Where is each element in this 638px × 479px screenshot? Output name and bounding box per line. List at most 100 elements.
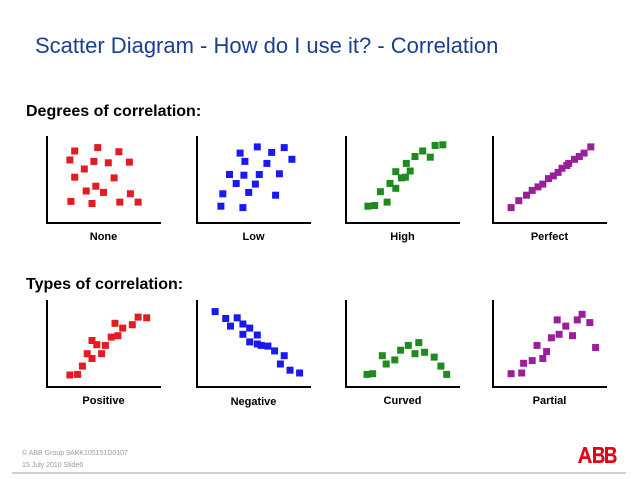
scatter-point xyxy=(363,370,371,378)
scatter-point xyxy=(125,158,133,166)
panel-label: Perfect xyxy=(530,231,569,243)
scatter-point xyxy=(369,370,377,378)
scatter-point xyxy=(226,171,233,178)
scatter-point xyxy=(275,170,283,178)
scatter-plot-curved xyxy=(345,300,460,388)
scatter-point xyxy=(586,319,594,327)
scatter-point xyxy=(263,159,271,167)
scatter-point xyxy=(241,157,249,165)
scatter-point xyxy=(528,357,536,365)
scatter-point xyxy=(253,331,261,339)
scatter-point xyxy=(271,347,279,355)
scatter-point xyxy=(296,369,304,377)
scatter-point xyxy=(239,204,247,212)
scatter-point xyxy=(382,360,390,368)
scatter-panel-partial: Partial xyxy=(492,300,607,407)
axis-lines xyxy=(46,136,161,224)
scatter-point xyxy=(563,162,571,169)
scatter-point xyxy=(534,183,542,191)
scatter-point xyxy=(100,188,107,196)
panel-label: None xyxy=(89,231,118,243)
abb-logo-icon xyxy=(578,447,617,463)
scatter-point xyxy=(520,359,528,367)
scatter-point xyxy=(111,319,119,327)
scatter-point xyxy=(515,197,523,205)
scatter-point xyxy=(80,165,88,173)
scatter-point xyxy=(227,322,234,330)
scatter-point xyxy=(236,149,244,157)
scatter-point xyxy=(398,174,405,182)
scatter-point xyxy=(562,322,570,330)
scatter-point xyxy=(126,190,134,198)
footer-date: 15 July 2010 Slide6 xyxy=(22,462,84,469)
axis-lines xyxy=(492,300,607,388)
scatter-point xyxy=(392,168,400,176)
scatter-point xyxy=(426,153,434,161)
scatter-point xyxy=(134,198,142,206)
scatter-point xyxy=(119,324,127,332)
scatter-point xyxy=(371,202,379,209)
scatter-point xyxy=(378,352,386,360)
scatter-point xyxy=(392,184,400,192)
scatter-plot-negative xyxy=(196,300,311,388)
axis-lines xyxy=(196,300,311,388)
degrees-heading: Degrees of correlation: xyxy=(26,103,202,120)
scatter-point xyxy=(411,153,419,160)
scatter-point xyxy=(240,171,248,179)
scatter-point xyxy=(245,188,253,196)
scatter-point xyxy=(404,341,412,349)
scatter-point xyxy=(578,310,586,318)
scatter-point xyxy=(239,330,247,338)
scatter-point xyxy=(419,147,427,155)
scatter-point xyxy=(415,339,423,347)
scatter-point xyxy=(66,371,74,379)
scatter-point xyxy=(246,338,254,346)
scatter-point xyxy=(128,321,136,329)
panel-label: Partial xyxy=(532,395,567,407)
scatter-point xyxy=(545,175,552,183)
scatter-point xyxy=(554,168,562,176)
scatter-panel-low: Low xyxy=(196,136,311,243)
scatter-point xyxy=(217,202,225,210)
panel-label: High xyxy=(390,231,415,243)
scatter-point xyxy=(286,366,294,374)
scatter-point xyxy=(272,191,280,199)
panel-label: Negative xyxy=(230,396,277,408)
scatter-point xyxy=(376,188,384,196)
scatter-point xyxy=(78,362,86,370)
scatter-point xyxy=(253,340,261,348)
scatter-point xyxy=(246,324,254,332)
scatter-point xyxy=(539,355,547,362)
scatter-point xyxy=(219,190,227,198)
scatter-panel-curved: Curved xyxy=(345,300,460,407)
scatter-point xyxy=(66,156,74,164)
scatter-point xyxy=(83,350,91,358)
axis-lines xyxy=(46,300,161,388)
scatter-plot-perfect xyxy=(492,136,607,224)
scatter-point xyxy=(575,153,583,160)
scatter-point xyxy=(430,353,438,361)
scatter-point xyxy=(251,180,259,188)
scatter-point xyxy=(222,315,230,322)
abb-logo-letters xyxy=(578,447,617,463)
scatter-point xyxy=(411,350,419,358)
scatter-point xyxy=(402,159,410,167)
scatter-point xyxy=(553,316,561,324)
scatter-panel-positive: Positive xyxy=(46,300,161,407)
scatter-plot-low xyxy=(196,136,311,224)
scatter-point xyxy=(401,173,409,181)
scatter-panel-negative: Negative xyxy=(196,300,311,408)
scatter-point xyxy=(257,341,265,349)
scatter-point xyxy=(232,180,240,187)
scatter-point xyxy=(116,198,124,206)
scatter-point xyxy=(507,204,515,212)
scatter-point xyxy=(134,313,142,321)
scatter-point xyxy=(549,172,557,180)
slide-title: Scatter Diagram - How do I use it? - Cor… xyxy=(35,33,499,58)
scatter-point xyxy=(211,308,219,316)
footer-doc-id: © ABB Group 9AKK105151D0107 xyxy=(22,450,128,457)
scatter-point xyxy=(406,167,414,175)
scatter-point xyxy=(518,369,526,377)
scatter-point xyxy=(88,200,96,207)
scatter-point xyxy=(437,362,445,370)
